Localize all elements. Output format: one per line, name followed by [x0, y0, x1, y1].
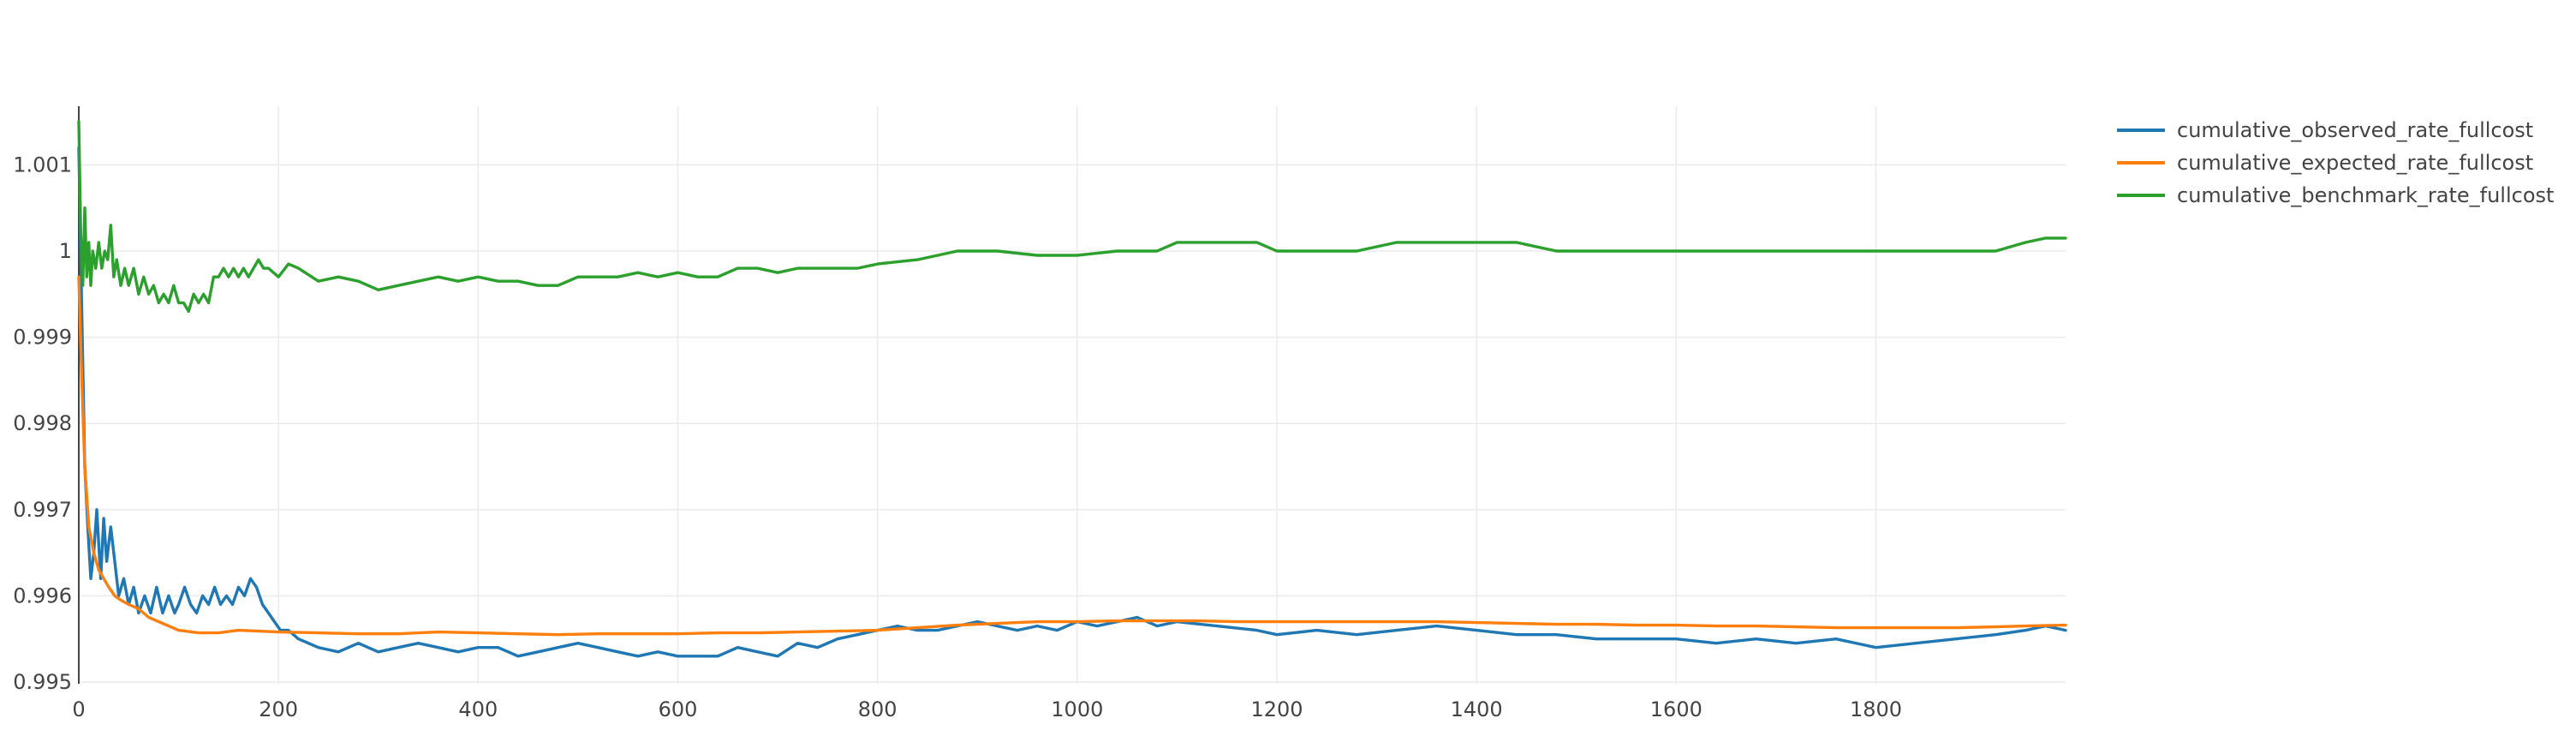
- axes: 0 200 400 600 800 1000 1200 1400 1600 1800 0.995 0.…: [13, 106, 1902, 721]
- y-tick-label: 1.001: [13, 153, 72, 177]
- y-tick-label: 0.996: [13, 583, 72, 607]
- grid-lines: [79, 106, 2066, 684]
- legend[interactable]: cumulative_observed_rate_fullcostcumulat…: [2117, 118, 2554, 207]
- legend-label: cumulative_expected_rate_fullcost: [2177, 151, 2533, 175]
- legend-item[interactable]: cumulative_benchmark_rate_fullcost: [2117, 183, 2554, 207]
- x-tick-label: 1400: [1451, 697, 1503, 721]
- series-line-cumulative-observed-rate-fullcost: [77, 146, 2067, 658]
- x-tick-label: 200: [259, 697, 298, 721]
- x-tick-label: 1600: [1650, 697, 1702, 721]
- x-tick-label: 800: [858, 697, 897, 721]
- y-tick-label: 1: [59, 239, 72, 263]
- y-tick-label: 0.999: [13, 326, 72, 350]
- legend-item[interactable]: cumulative_observed_rate_fullcost: [2117, 118, 2533, 142]
- legend-label: cumulative_benchmark_rate_fullcost: [2177, 183, 2554, 207]
- x-tick-label: 1200: [1250, 697, 1303, 721]
- x-tick-label: 0: [72, 697, 85, 721]
- series-lines: [77, 120, 2067, 658]
- x-tick-label: 600: [659, 697, 698, 721]
- series-line-cumulative-expected-rate-fullcost: [77, 275, 2067, 637]
- x-tick-label: 1800: [1850, 697, 1902, 721]
- y-tick-label: 0.998: [13, 411, 72, 435]
- x-tick-label: 400: [458, 697, 498, 721]
- legend-item[interactable]: cumulative_expected_rate_fullcost: [2117, 151, 2533, 175]
- series-line-cumulative-benchmark-rate-fullcost: [77, 120, 2067, 314]
- x-tick-label: 1000: [1051, 697, 1103, 721]
- y-tick-label: 0.995: [13, 670, 72, 694]
- y-tick-label: 0.997: [13, 498, 72, 522]
- legend-label: cumulative_observed_rate_fullcost: [2177, 118, 2533, 142]
